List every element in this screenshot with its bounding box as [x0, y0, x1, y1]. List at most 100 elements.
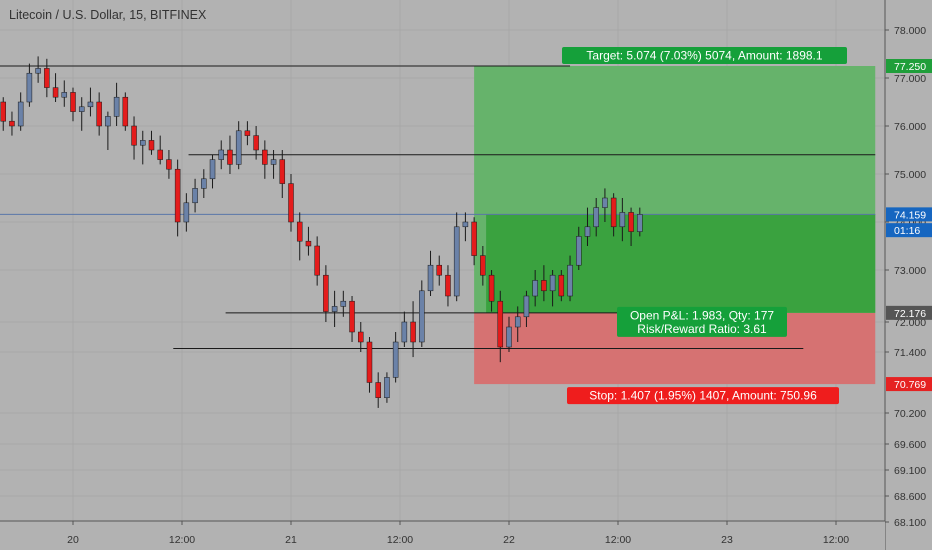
- candle[interactable]: [262, 149, 268, 165]
- candle[interactable]: [541, 280, 547, 292]
- candle[interactable]: [296, 221, 303, 242]
- candle[interactable]: [349, 300, 355, 333]
- y-tick-label: 78.000: [894, 25, 926, 37]
- price-badge: 77.250: [894, 61, 926, 73]
- candle[interactable]: [584, 226, 591, 237]
- candle[interactable]: [305, 240, 312, 247]
- candle[interactable]: [183, 202, 190, 223]
- pnl-label-bg: [617, 306, 787, 337]
- candle[interactable]: [419, 290, 425, 343]
- candle[interactable]: [44, 68, 50, 88]
- candle[interactable]: [480, 255, 486, 276]
- candle[interactable]: [401, 321, 408, 343]
- candle[interactable]: [384, 377, 390, 398]
- candle[interactable]: [113, 96, 120, 117]
- candle[interactable]: [35, 68, 41, 74]
- candle[interactable]: [26, 72, 33, 103]
- x-tick-label: 20: [67, 534, 79, 546]
- candle[interactable]: [201, 178, 207, 189]
- candle[interactable]: [270, 159, 277, 165]
- candle[interactable]: [157, 149, 163, 160]
- y-tick-label: 68.600: [894, 491, 926, 503]
- y-tick-label: 70.200: [894, 408, 926, 420]
- x-tick-label: 23: [721, 534, 733, 546]
- y-tick-label: 77.000: [894, 73, 926, 85]
- candle[interactable]: [288, 183, 294, 223]
- candle[interactable]: [628, 212, 634, 232]
- candle[interactable]: [78, 106, 85, 112]
- candle[interactable]: [140, 140, 146, 146]
- candle[interactable]: [87, 101, 94, 108]
- target-label[interactable]: Target: 5.074 (7.03%) 5074, Amount: 1898…: [586, 49, 822, 63]
- target-label-bg: [562, 47, 847, 64]
- pnl-label[interactable]: Open P&L: 1.983, Qty: 177: [630, 308, 774, 322]
- candle[interactable]: [96, 101, 102, 127]
- candle[interactable]: [70, 92, 76, 112]
- candle[interactable]: [323, 274, 329, 312]
- candle[interactable]: [619, 212, 626, 228]
- candle[interactable]: [637, 214, 643, 232]
- y-tick-label: 73.000: [894, 265, 926, 277]
- candle[interactable]: [523, 295, 530, 318]
- candle[interactable]: [558, 274, 565, 297]
- candle[interactable]: [227, 149, 233, 165]
- candle[interactable]: [436, 264, 442, 276]
- candle[interactable]: [61, 92, 68, 98]
- y-tick-label: 68.100: [894, 517, 926, 529]
- open-profit-zone: [486, 214, 876, 313]
- candle[interactable]: [52, 87, 59, 98]
- candle[interactable]: [235, 130, 242, 165]
- candle[interactable]: [576, 236, 582, 266]
- time-axis[interactable]: [0, 521, 885, 550]
- candle[interactable]: [471, 221, 477, 256]
- stop-label-bg: [567, 387, 839, 405]
- candle[interactable]: [602, 197, 608, 208]
- candle[interactable]: [358, 331, 364, 343]
- candle[interactable]: [610, 197, 617, 228]
- candle[interactable]: [366, 341, 373, 383]
- candle[interactable]: [244, 130, 251, 136]
- candle[interactable]: [497, 300, 504, 348]
- candle[interactable]: [567, 264, 573, 297]
- candle[interactable]: [192, 188, 198, 204]
- candle[interactable]: [209, 159, 216, 180]
- candle[interactable]: [314, 245, 320, 276]
- candle[interactable]: [174, 168, 181, 223]
- candle[interactable]: [340, 300, 347, 307]
- y-tick-label: 69.100: [894, 465, 926, 477]
- candle[interactable]: [17, 101, 24, 127]
- candle[interactable]: [410, 321, 416, 343]
- stop-label[interactable]: Stop: 1.407 (1.95%) 1407, Amount: 750.96: [589, 389, 817, 403]
- candle[interactable]: [593, 207, 599, 228]
- candle[interactable]: [375, 382, 381, 398]
- risk-reward-label[interactable]: Risk/Reward Ratio: 3.61: [637, 322, 767, 336]
- candle[interactable]: [166, 159, 172, 170]
- price-badge: 70.769: [894, 379, 926, 391]
- price-badge: 72.176: [894, 308, 926, 320]
- y-tick-label: 69.600: [894, 439, 926, 451]
- candle[interactable]: [427, 264, 434, 292]
- candle[interactable]: [218, 149, 224, 160]
- candle[interactable]: [105, 116, 111, 127]
- candle[interactable]: [514, 316, 521, 328]
- candle[interactable]: [488, 274, 495, 302]
- candle[interactable]: [392, 341, 399, 378]
- candle[interactable]: [9, 120, 15, 127]
- candle[interactable]: [453, 226, 460, 297]
- candle[interactable]: [549, 274, 556, 292]
- candle[interactable]: [462, 221, 469, 228]
- candle[interactable]: [131, 125, 137, 146]
- candle[interactable]: [506, 326, 512, 348]
- candle[interactable]: [253, 135, 259, 151]
- candle[interactable]: [279, 159, 286, 184]
- x-tick-label: 12:00: [823, 534, 849, 546]
- candle[interactable]: [445, 274, 451, 297]
- symbol-title: Litecoin / U.S. Dollar, 15, BITFINEX: [9, 8, 207, 22]
- price-axis[interactable]: [885, 0, 932, 550]
- candle[interactable]: [122, 96, 129, 127]
- candle[interactable]: [532, 280, 538, 297]
- candle[interactable]: [148, 140, 155, 151]
- candle[interactable]: [331, 306, 338, 312]
- candle[interactable]: [0, 101, 6, 122]
